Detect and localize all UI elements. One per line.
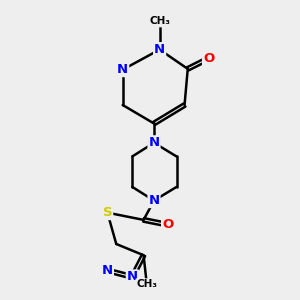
Text: CH₃: CH₃ [149, 16, 170, 26]
Text: CH₃: CH₃ [136, 279, 157, 289]
Text: N: N [117, 63, 128, 76]
Text: N: N [148, 194, 160, 207]
Text: S: S [103, 206, 112, 219]
Text: N: N [127, 270, 138, 284]
Text: N: N [102, 264, 113, 277]
Text: N: N [154, 43, 165, 56]
Text: N: N [148, 136, 160, 149]
Text: O: O [162, 218, 173, 231]
Text: O: O [203, 52, 214, 65]
